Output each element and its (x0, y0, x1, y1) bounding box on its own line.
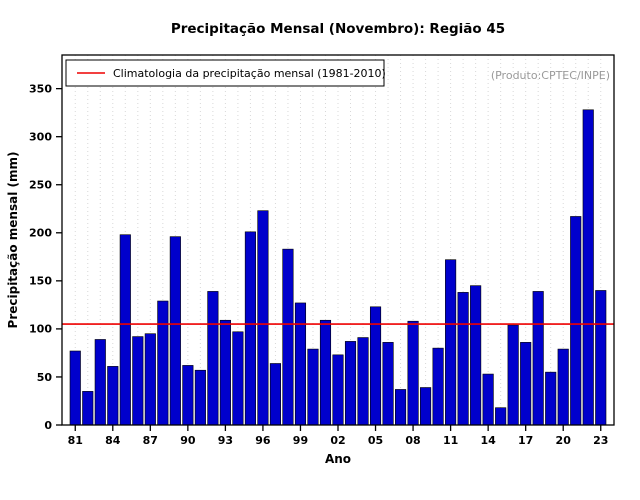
y-tick-label: 350 (29, 82, 52, 95)
bar-2021 (570, 216, 582, 426)
y-axis-title: Precipitação mensal (mm) (6, 152, 20, 329)
bar-2013 (470, 285, 482, 426)
legend: Climatologia da precipitação mensal (198… (65, 59, 386, 87)
x-tick-label: 14 (480, 434, 496, 447)
bar-1985 (119, 234, 131, 426)
bar-2016 (507, 324, 519, 426)
plot-border (61, 54, 615, 426)
legend-box (65, 59, 385, 87)
bar-2002 (332, 354, 344, 426)
legend-label: Climatologia da precipitação mensal (198… (113, 67, 386, 80)
bar-1990 (182, 365, 194, 426)
x-tick-label: 20 (556, 434, 572, 447)
bar-1989 (169, 236, 181, 426)
bar-2017 (520, 342, 532, 426)
bar-2007 (395, 389, 407, 426)
x-tick-label: 11 (443, 434, 458, 447)
bar-2001 (319, 319, 332, 426)
bar-2012 (457, 292, 469, 426)
x-axis-title: Ano (325, 452, 351, 466)
bars-layer (69, 109, 607, 426)
bar-1983 (94, 339, 106, 426)
x-tick-label: 23 (593, 434, 608, 447)
bar-1984 (107, 366, 119, 426)
bar-2011 (445, 259, 457, 426)
x-tick-label: 87 (143, 434, 158, 447)
bar-2018 (532, 291, 544, 426)
bar-1994 (232, 331, 244, 426)
bar-1981 (69, 350, 81, 426)
bar-1991 (194, 369, 206, 426)
bar-2006 (382, 342, 394, 426)
bar-1986 (132, 336, 144, 426)
x-tick-label: 96 (255, 434, 271, 447)
bar-1996 (257, 210, 269, 426)
bar-2014 (482, 373, 494, 426)
chart-title: Precipitação Mensal (Novembro): Região 4… (171, 21, 505, 37)
bar-2008 (407, 320, 419, 426)
y-tick-label: 100 (29, 323, 52, 336)
bar-1998 (282, 248, 294, 426)
bar-2022 (582, 109, 594, 426)
bar-1995 (244, 231, 256, 426)
y-tick-label: 250 (29, 179, 52, 192)
bar-2004 (357, 337, 369, 426)
y-tick-label: 50 (37, 371, 53, 384)
bar-1993 (219, 319, 231, 426)
y-axis-ticks: 0 50 100 150 200 250 300 350 (29, 82, 62, 432)
y-tick-label: 0 (44, 419, 52, 432)
x-tick-label: 08 (405, 434, 420, 447)
x-tick-label: 17 (518, 434, 533, 447)
bar-1987 (144, 333, 156, 426)
x-tick-label: 84 (105, 434, 121, 447)
bar-2010 (432, 347, 444, 426)
x-tick-label: 90 (180, 434, 196, 447)
bar-2023 (595, 290, 607, 426)
y-tick-label: 300 (29, 131, 52, 144)
bar-1999 (294, 302, 307, 426)
bar-2020 (557, 348, 569, 426)
bar-1992 (207, 291, 219, 426)
bar-2000 (307, 348, 319, 426)
bar-2009 (420, 387, 432, 426)
bar-2015 (495, 407, 507, 426)
x-tick-label: 02 (330, 434, 345, 447)
y-tick-label: 200 (29, 227, 52, 240)
bar-2019 (545, 371, 557, 426)
x-tick-label: 93 (218, 434, 233, 447)
x-tick-label: 05 (368, 434, 383, 447)
x-tick-label: 81 (68, 434, 83, 447)
x-tick-label: 99 (293, 434, 308, 447)
y-tick-label: 150 (29, 275, 52, 288)
product-annotation: (Produto:CPTEC/INPE) (491, 69, 610, 82)
bar-2003 (344, 341, 357, 426)
x-axis-ticks: 81 84 87 90 93 96 99 02 05 08 11 14 17 20 23 (68, 425, 608, 447)
bar-1997 (269, 363, 281, 426)
bar-1982 (82, 391, 94, 426)
bar-1988 (157, 300, 169, 426)
